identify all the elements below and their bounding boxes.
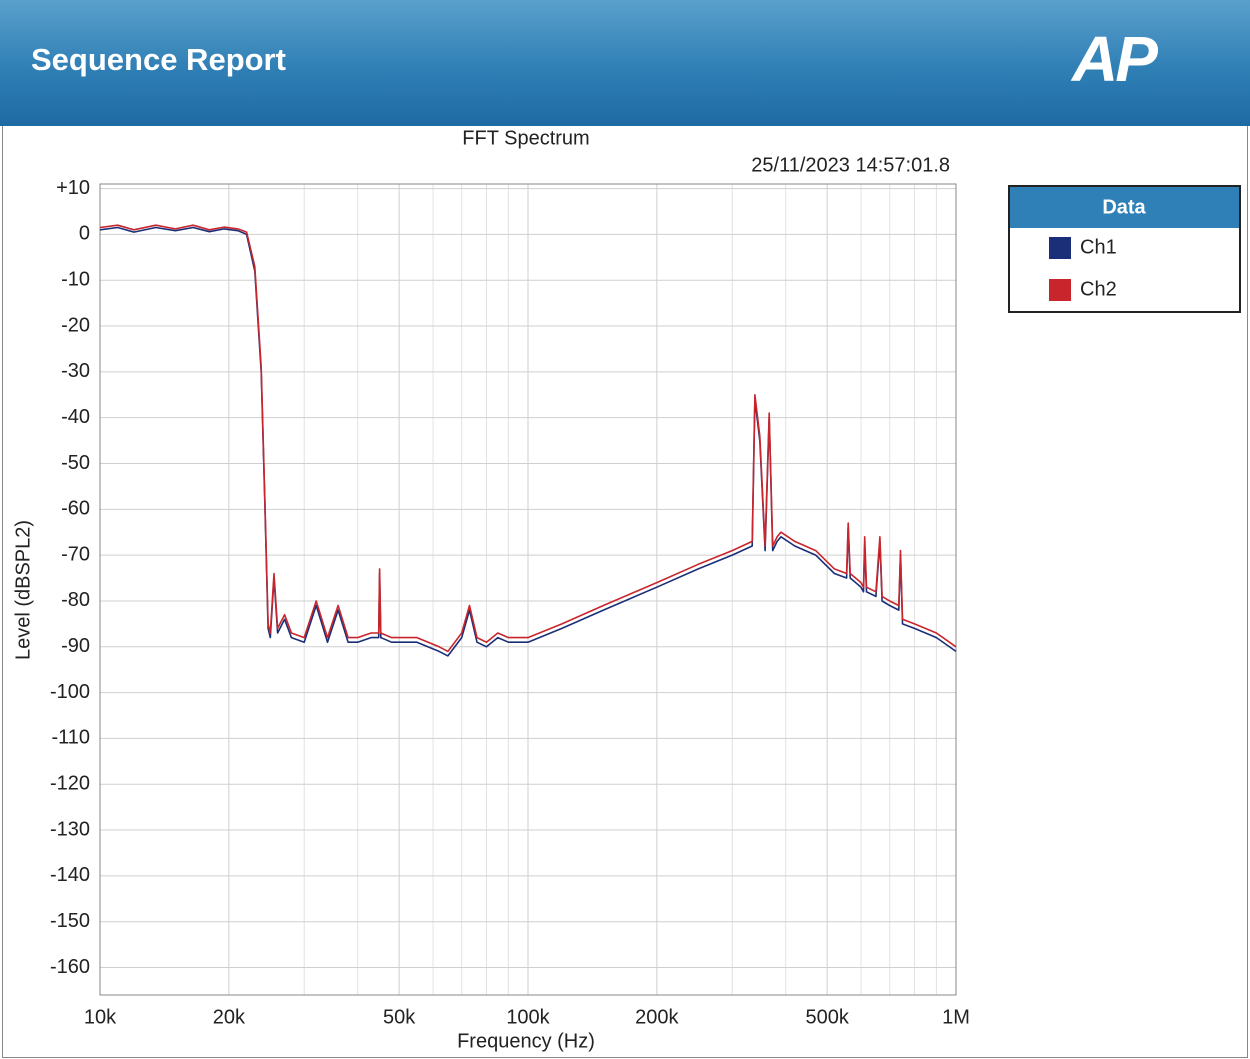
x-tick-label: 20k (213, 1006, 246, 1028)
plot-border (99, 183, 957, 996)
x-axis-label: Frequency (Hz) (457, 1030, 595, 1052)
legend-title: Data (1102, 196, 1146, 218)
y-axis-label: Level (dBSPL2) (12, 520, 34, 660)
y-tick-label: +10 (56, 177, 90, 199)
y-tick-label: -20 (61, 314, 90, 336)
y-tick-label: -140 (50, 864, 90, 886)
x-tick-label: 200k (635, 1006, 679, 1028)
y-tick-label: -160 (50, 956, 90, 978)
series-line (99, 224, 957, 653)
y-tick-label: -120 (50, 773, 90, 795)
header: Sequence Report AP (0, 0, 1250, 126)
y-tick-label: -150 (50, 910, 90, 932)
y-tick-label: -40 (61, 406, 90, 428)
x-tick-label: 50k (383, 1006, 416, 1028)
legend-swatch (1049, 237, 1071, 259)
timestamp: 25/11/2023 14:57:01.8 (751, 154, 950, 176)
report-body (2, 126, 1248, 1058)
header-logo: AP (1072, 23, 1158, 95)
y-tick-label: -30 (61, 360, 90, 382)
legend-swatch (1049, 279, 1071, 301)
x-tick-label: 10k (84, 1006, 117, 1028)
y-tick-label: -130 (50, 818, 90, 840)
y-tick-label: 0 (79, 223, 90, 245)
y-tick-label: -110 (51, 727, 90, 749)
y-tick-label: -60 (61, 498, 90, 520)
legend-label: Ch2 (1080, 278, 1117, 300)
x-tick-label: 500k (805, 1006, 849, 1028)
y-tick-label: -100 (50, 681, 90, 703)
x-tick-label: 1M (942, 1006, 970, 1028)
y-tick-label: -70 (61, 543, 90, 565)
header-title: Sequence Report (31, 42, 286, 77)
legend-label: Ch1 (1080, 236, 1117, 258)
x-tick-label: 100k (506, 1006, 550, 1028)
legend-header (1010, 187, 1239, 228)
chart-title: FFT Spectrum (462, 127, 589, 149)
y-tick-label: -50 (61, 452, 90, 474)
y-tick-label: -80 (61, 589, 90, 611)
y-tick-label: -90 (61, 635, 90, 657)
y-tick-label: -10 (61, 269, 90, 291)
